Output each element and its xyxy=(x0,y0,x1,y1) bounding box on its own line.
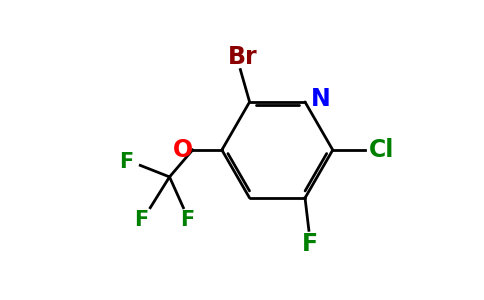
Text: F: F xyxy=(134,210,148,230)
Text: N: N xyxy=(311,87,331,111)
Text: Cl: Cl xyxy=(369,138,395,162)
Text: O: O xyxy=(173,138,194,162)
Text: F: F xyxy=(119,152,134,172)
Text: Br: Br xyxy=(228,44,257,68)
Text: F: F xyxy=(180,210,195,230)
Text: F: F xyxy=(302,232,318,256)
